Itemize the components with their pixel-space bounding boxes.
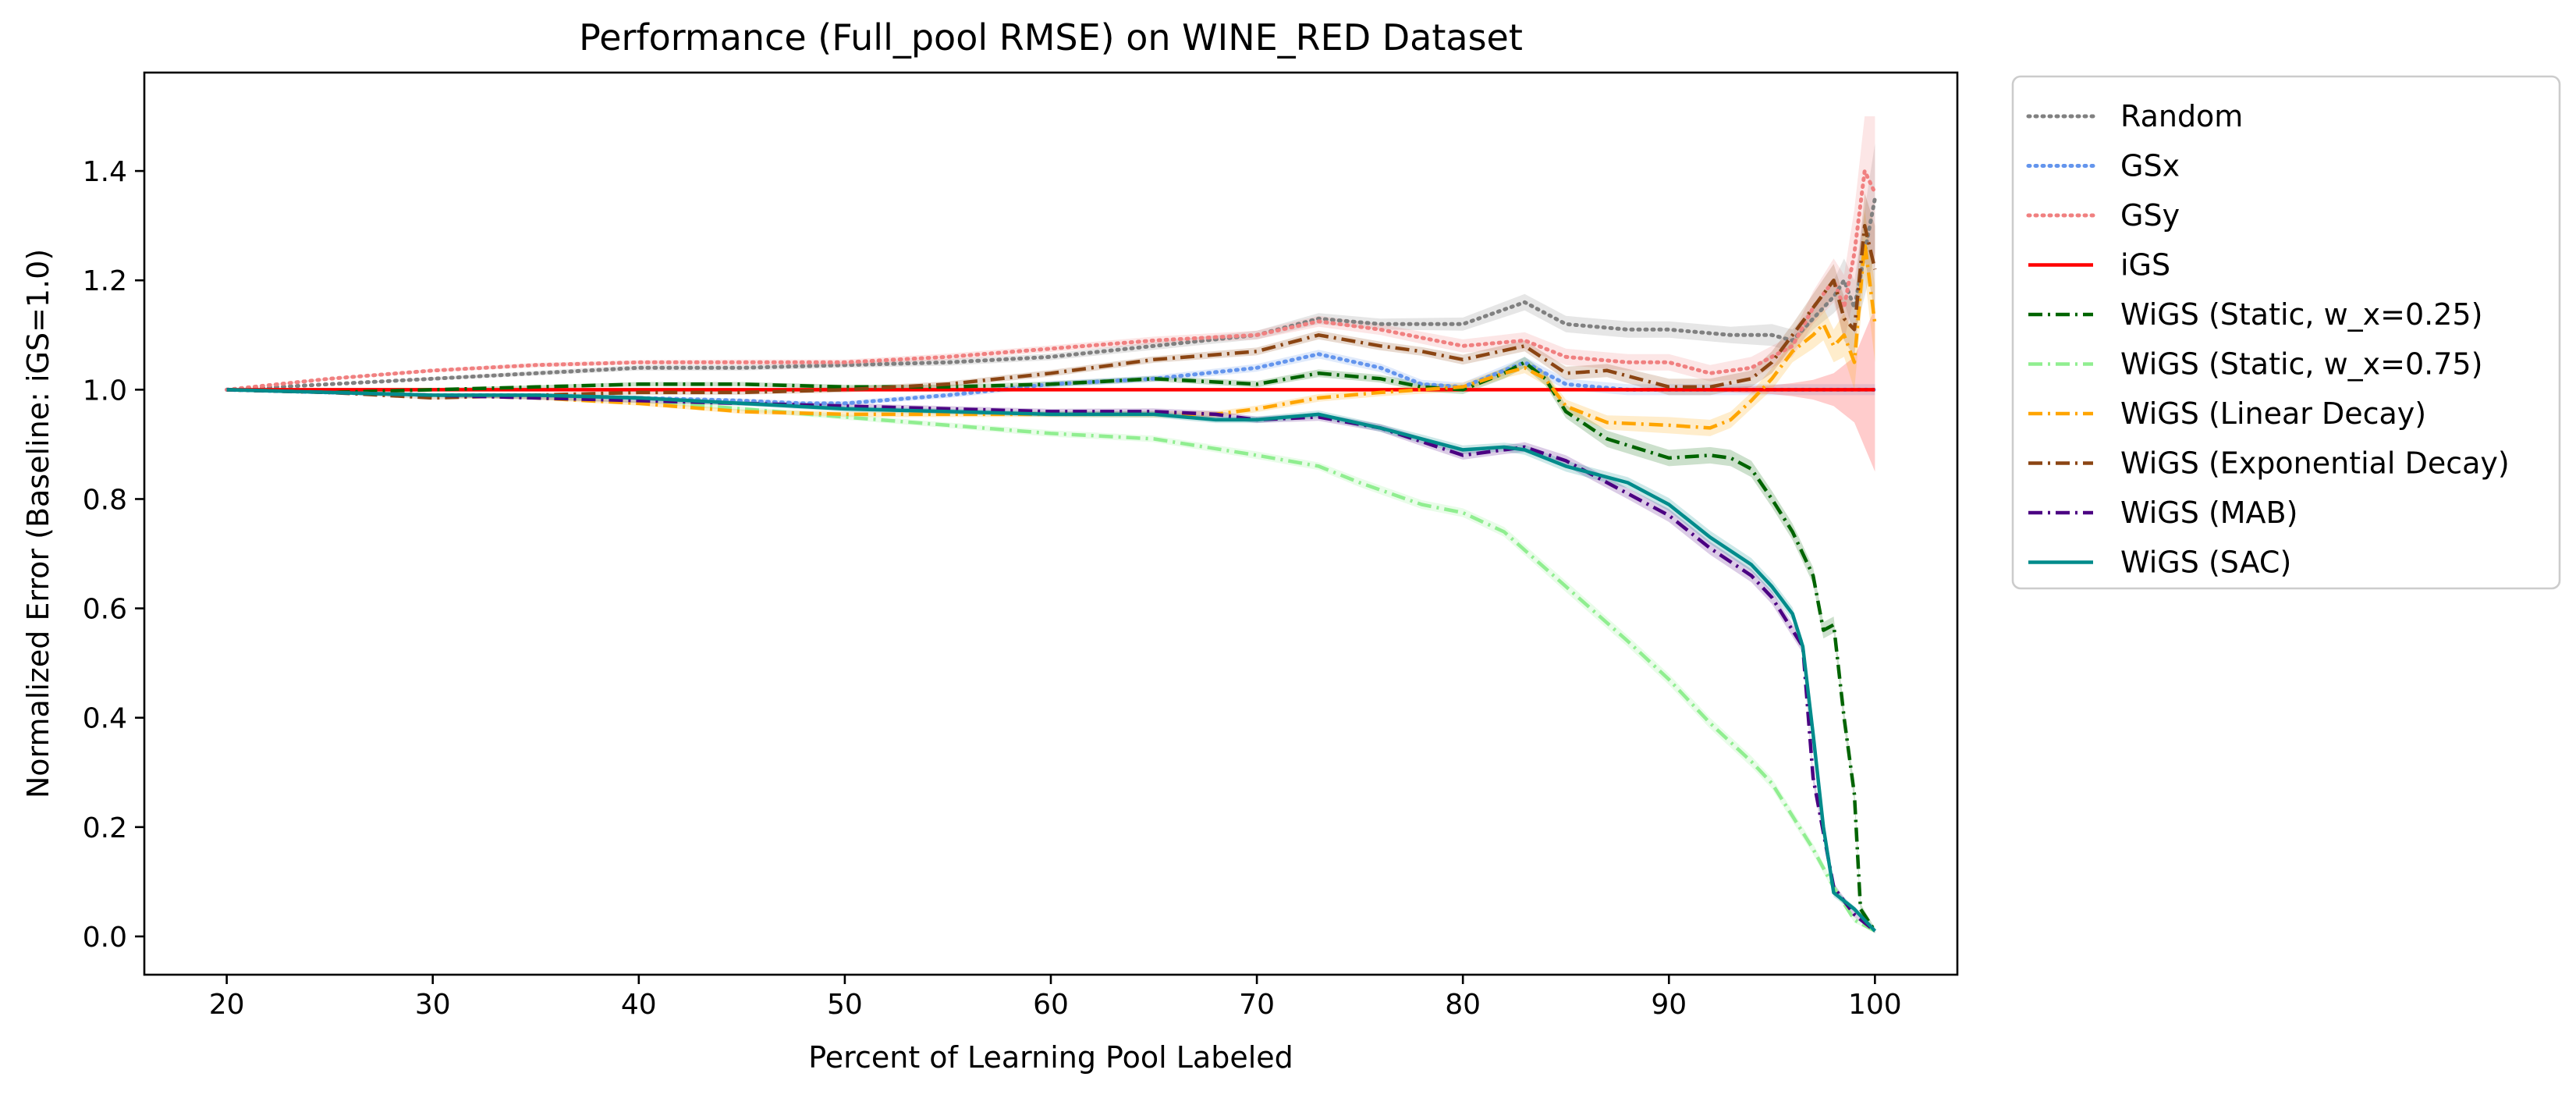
legend-label: GSx bbox=[2120, 149, 2180, 183]
legend-item-igs: iGS bbox=[2028, 248, 2170, 282]
y-tick-label: 1.0 bbox=[83, 375, 127, 407]
legend-item-wigs-exponential-decay: WiGS (Exponential Decay) bbox=[2028, 446, 2510, 481]
legend-label: iGS bbox=[2120, 248, 2170, 282]
y-tick-label: 1.4 bbox=[83, 156, 127, 188]
chart-title: Performance (Full_pool RMSE) on WINE_RED… bbox=[579, 16, 1523, 59]
x-tick-label: 90 bbox=[1651, 989, 1687, 1021]
y-tick-label: 0.2 bbox=[83, 812, 127, 844]
series-line-wigs-static-w-x-0-75 bbox=[226, 388, 1876, 933]
y-tick-label: 1.2 bbox=[83, 265, 127, 297]
x-tick-label: 60 bbox=[1033, 989, 1069, 1021]
series-line-wigs-static-w-x-0-25 bbox=[226, 361, 1877, 933]
series-line-gsy bbox=[225, 169, 1877, 392]
legend-frame bbox=[2011, 75, 2561, 590]
y-axis: 0.0 0.2 0.4 0.6 0.8 1.0 1.2 1.4 bbox=[83, 156, 144, 954]
legend-label: WiGS (SAC) bbox=[2120, 545, 2291, 580]
legend-label: WiGS (Linear Decay) bbox=[2120, 396, 2426, 431]
legend-label: GSy bbox=[2120, 198, 2180, 233]
band-wigs-exponential-decay bbox=[226, 193, 1875, 400]
y-axis-label: Normalized Error (Baseline: iGS=1.0) bbox=[21, 249, 55, 798]
legend-item-wigs-mab: WiGS (MAB) bbox=[2028, 496, 2297, 530]
x-tick-label: 20 bbox=[209, 989, 245, 1021]
series-lines bbox=[225, 169, 1877, 933]
legend-label: Random bbox=[2120, 99, 2243, 133]
legend-item-wigs-static-w-x-0-25: WiGS (Static, w_x=0.25) bbox=[2028, 297, 2482, 332]
x-tick-label: 50 bbox=[827, 989, 863, 1021]
x-axis: 20 30 40 50 60 70 80 90 100 bbox=[209, 975, 1902, 1021]
x-tick-label: 40 bbox=[621, 989, 657, 1021]
legend-item-random: Random bbox=[2026, 99, 2243, 133]
y-tick-label: 0.4 bbox=[83, 703, 127, 735]
band-random bbox=[226, 144, 1875, 390]
x-tick-label: 80 bbox=[1445, 989, 1481, 1021]
legend-label: WiGS (Exponential Decay) bbox=[2120, 446, 2510, 481]
legend-item-gsy: GSy bbox=[2026, 198, 2180, 233]
x-tick-label: 70 bbox=[1239, 989, 1275, 1021]
legend-item-wigs-static-w-x-0-75: WiGS (Static, w_x=0.75) bbox=[2028, 347, 2482, 382]
series-line-gsx bbox=[225, 352, 1877, 406]
x-tick-label: 100 bbox=[1848, 989, 1902, 1021]
y-tick-label: 0.8 bbox=[83, 484, 127, 516]
series-line-wigs-sac bbox=[226, 388, 1877, 933]
legend-item-wigs-sac: WiGS (SAC) bbox=[2028, 545, 2291, 580]
series-line-wigs-linear-decay bbox=[226, 240, 1877, 430]
legend-item-wigs-linear-decay: WiGS (Linear Decay) bbox=[2028, 396, 2426, 431]
y-tick-label: 0.6 bbox=[83, 594, 127, 626]
x-tick-label: 30 bbox=[415, 989, 451, 1021]
legend-label: WiGS (MAB) bbox=[2120, 496, 2297, 530]
y-tick-label: 0.0 bbox=[83, 922, 127, 954]
legend-item-gsx: GSx bbox=[2026, 149, 2180, 183]
legend: Random GSx GSy iGS WiGS (Static, w_x=0.25) Wi… bbox=[2011, 75, 2561, 590]
series-line-wigs-exponential-decay bbox=[226, 223, 1877, 400]
legend-label: WiGS (Static, w_x=0.75) bbox=[2120, 347, 2482, 382]
legend-label: WiGS (Static, w_x=0.25) bbox=[2120, 297, 2482, 332]
series-line-random bbox=[225, 196, 1877, 392]
x-axis-label: Percent of Learning Pool Labeled bbox=[808, 1040, 1293, 1075]
